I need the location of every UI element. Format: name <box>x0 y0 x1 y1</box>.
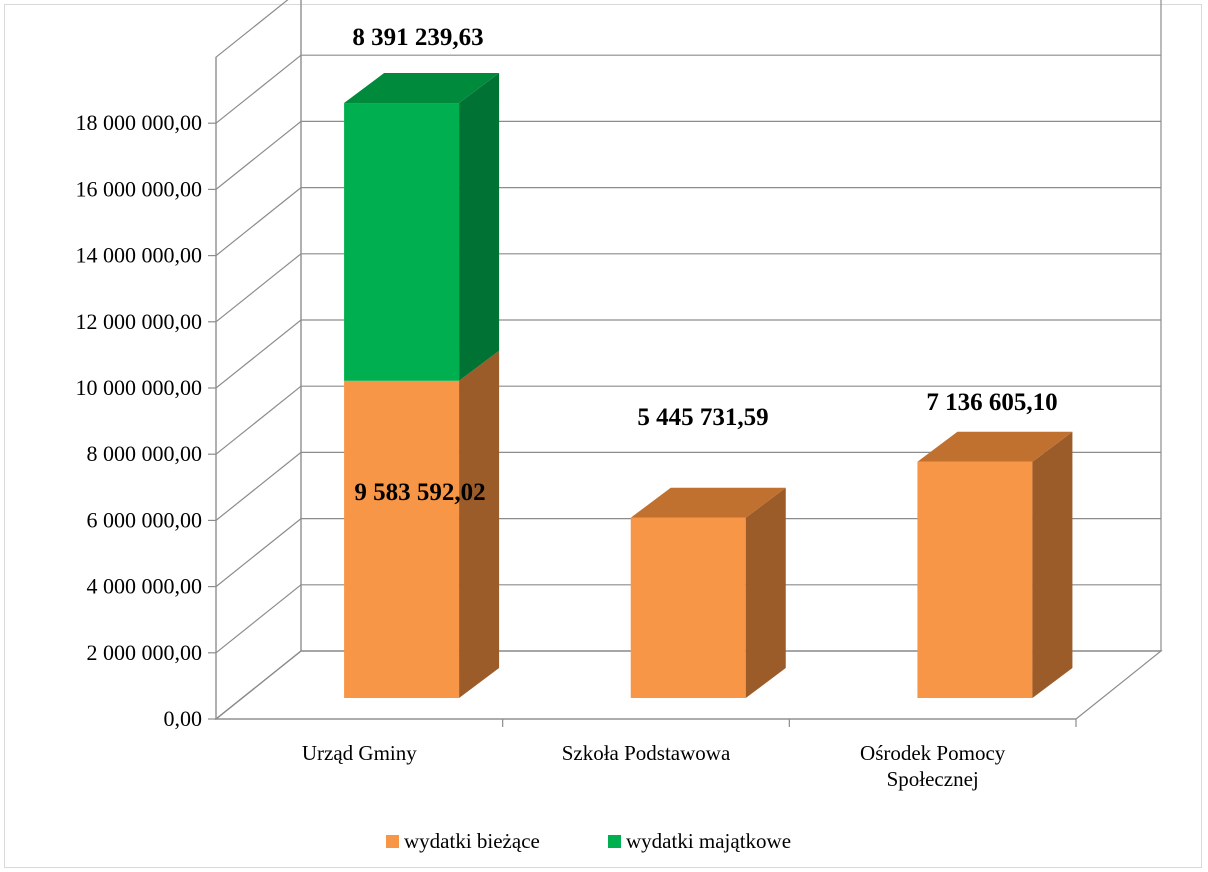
gridline-side <box>215 385 302 455</box>
gridline-side <box>215 187 302 257</box>
side-wall <box>215 0 302 721</box>
x-tick-label: Urząd Gminy <box>302 741 417 765</box>
y-tick-label: 8 000 000,00 <box>87 441 203 466</box>
y-tick-label: 2 000 000,00 <box>87 640 203 665</box>
gridline-side <box>215 120 302 190</box>
bars <box>344 73 1073 698</box>
bar-side <box>459 350 500 698</box>
data-labels: 9 583 592,02 5 445 731,59 7 136 605,10 8 39… <box>352 24 1057 506</box>
gridline-side <box>215 319 302 389</box>
gridline-side <box>215 451 302 521</box>
y-tick-label: 4 000 000,00 <box>87 574 203 599</box>
legend: wydatki bieżące wydatki majątkowe <box>386 829 791 853</box>
data-label: 5 445 731,59 <box>637 404 768 431</box>
bar-front <box>917 461 1033 698</box>
bar-side <box>459 73 500 381</box>
legend-swatch <box>386 835 399 848</box>
gridline-side <box>215 253 302 323</box>
axes: 0,00 2 000 000,00 4 000 000,00 6 000 000,00… <box>76 57 1077 791</box>
x-tick-label: Ośrodek Pomocy <box>860 741 1006 765</box>
data-label: 7 136 605,10 <box>926 389 1057 416</box>
y-tick-label: 6 000 000,00 <box>87 507 203 532</box>
y-tick-label: 14 000 000,00 <box>76 243 203 268</box>
bar-side <box>745 487 786 698</box>
y-tick-label: 10 000 000,00 <box>76 375 203 400</box>
y-tick-label: 0,00 <box>164 706 203 731</box>
bar-side <box>1032 431 1073 698</box>
bar-top <box>630 487 786 518</box>
x-tick-label: Szkoła Podstawowa <box>562 741 731 765</box>
y-tick-label: 16 000 000,00 <box>76 176 203 201</box>
y-tick-label: 18 000 000,00 <box>76 110 203 135</box>
legend-label: wydatki bieżące <box>404 829 540 853</box>
y-tick-label: 12 000 000,00 <box>76 309 203 334</box>
bar-front <box>344 103 460 381</box>
x-tick-label: Społecznej <box>887 767 979 791</box>
gridline-side <box>215 54 302 124</box>
gridline-side <box>215 518 302 588</box>
bar-front <box>344 380 460 698</box>
data-label: 8 391 239,63 <box>352 24 483 51</box>
legend-label: wydatki majątkowe <box>626 829 791 853</box>
legend-swatch <box>608 835 621 848</box>
bar-top <box>917 431 1073 462</box>
bar-top <box>344 73 500 104</box>
gridline-side <box>215 650 302 720</box>
gridline-side <box>215 584 302 654</box>
data-label: 9 583 592,02 <box>354 479 485 506</box>
bar-front <box>630 517 746 698</box>
